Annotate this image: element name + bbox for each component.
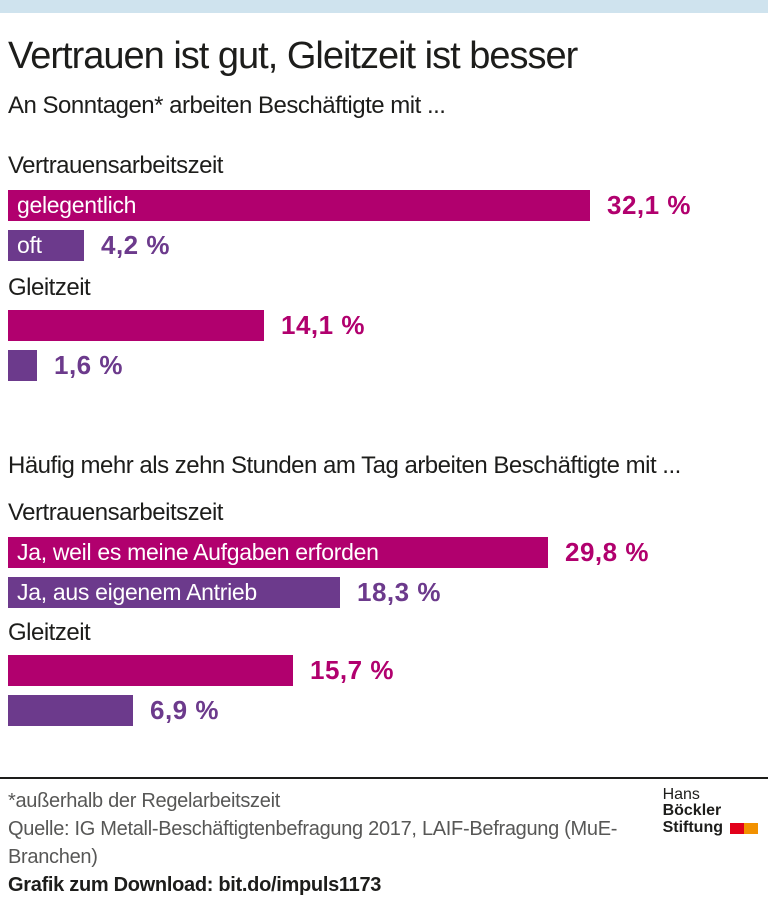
bar-row: 14,1 %: [8, 310, 758, 341]
logo-square-orange-icon: [744, 822, 758, 834]
bar-label: Ja, aus eigenem Antrieb: [17, 579, 257, 605]
bar-label: oft: [17, 232, 42, 258]
bar-label: gelegentlich: [17, 192, 137, 218]
bar-row: 1,6 %: [8, 350, 758, 381]
bar-eigener-antrieb: Ja, aus eigenem Antrieb: [8, 577, 340, 608]
bar-value: 18,3 %: [357, 577, 441, 607]
top-accent-bar: [0, 0, 768, 13]
bar-gleitzeit-aufgaben: [8, 655, 293, 686]
bar-row: 6,9 %: [8, 695, 758, 726]
page-title: Vertrauen ist gut, Gleitzeit ist besser: [8, 35, 578, 77]
logo-text-boeckler: Böckler: [662, 802, 722, 819]
bar-value: 32,1 %: [607, 190, 691, 220]
bar-gleitzeit-oft: [8, 350, 37, 381]
bar-value: 29,8 %: [565, 537, 649, 567]
bar-oft: oft: [8, 230, 84, 261]
bar-row: 15,7 %: [8, 655, 758, 686]
chart-sundays: An Sonntagen* arbeiten Beschäftigte mit …: [8, 94, 758, 381]
logo-square-red-icon: [730, 822, 744, 834]
bar-row-antrieb: Ja, aus eigenem Antrieb 18,3 %: [8, 577, 758, 608]
footnote: *außerhalb der Regelarbeitszeit: [8, 790, 280, 812]
group-label-gleitzeit: Gleitzeit: [8, 274, 91, 301]
bar-value: 15,7 %: [310, 655, 394, 685]
bar-row-oft: oft 4,2 %: [8, 230, 758, 261]
chart-ten-hours: Häufig mehr als zehn Stunden am Tag arbe…: [8, 454, 758, 726]
bar-row-aufgaben: Ja, weil es meine Aufgaben erforden 29,8…: [8, 537, 758, 568]
footer: *außerhalb der Regelarbeitszeit Quelle: …: [0, 787, 768, 899]
footer-divider: [0, 777, 768, 779]
bar-gelegentlich: gelegentlich: [8, 190, 590, 221]
bar-aufgaben-erforden: Ja, weil es meine Aufgaben erforden: [8, 537, 548, 568]
hbs-logo: Hans Böckler Stiftung: [663, 787, 768, 899]
group-label-gleitzeit: Gleitzeit: [8, 619, 91, 646]
chart1-heading: An Sonntagen* arbeiten Beschäftigte mit …: [8, 92, 446, 119]
bar-gleitzeit-antrieb: [8, 695, 133, 726]
download-line: Grafik zum Download: bit.do/impuls1173: [8, 874, 382, 896]
group-label-vertrauensarbeitszeit: Vertrauensarbeitszeit: [8, 152, 223, 179]
bar-value: 14,1 %: [281, 310, 365, 340]
bar-value: 1,6 %: [54, 350, 123, 380]
logo-text-stiftung: Stiftung: [662, 819, 723, 836]
bar-row-gelegentlich: gelegentlich 32,1 %: [8, 190, 758, 221]
group-label-vertrauensarbeitszeit: Vertrauensarbeitszeit: [8, 499, 223, 526]
bar-label: Ja, weil es meine Aufgaben erforden: [17, 539, 379, 565]
chart2-heading: Häufig mehr als zehn Stunden am Tag arbe…: [8, 452, 681, 479]
bar-value: 4,2 %: [101, 230, 170, 260]
logo-text-hans: Hans: [662, 786, 700, 803]
bar-gleitzeit-gelegentlich: [8, 310, 264, 341]
bar-value: 6,9 %: [150, 695, 219, 725]
source-line: Quelle: IG Metall-Beschäftigtenbefragung…: [8, 818, 618, 868]
